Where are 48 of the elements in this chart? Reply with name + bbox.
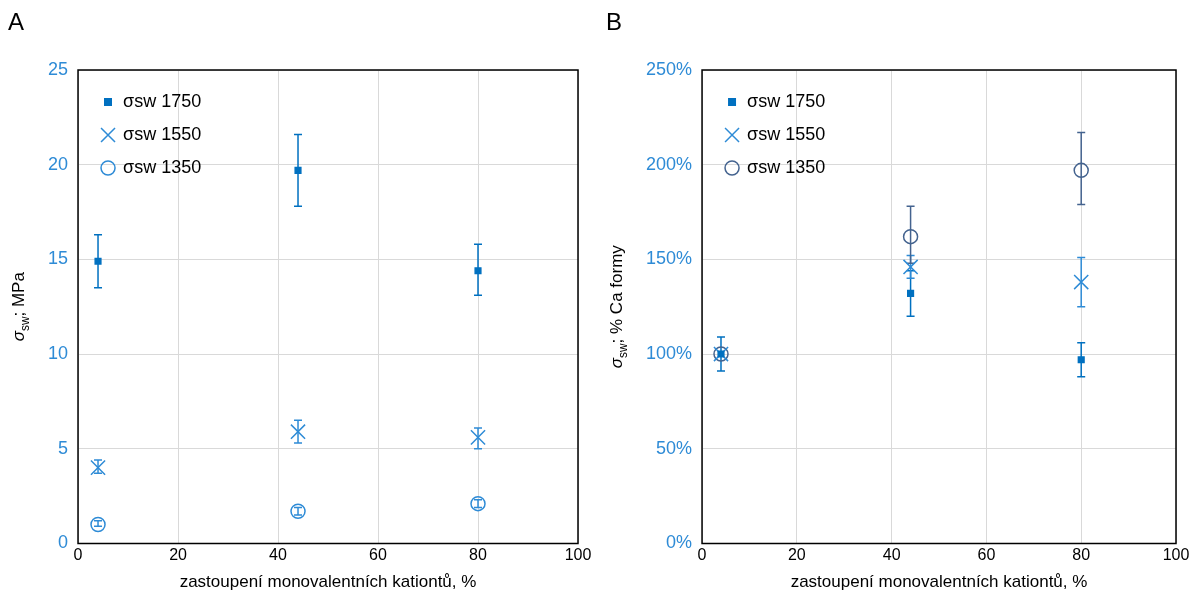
point <box>902 259 919 275</box>
x-tick-label: 60 <box>369 546 388 564</box>
point <box>1073 162 1089 179</box>
x-tick-label: 40 <box>269 546 288 564</box>
chart-title: A <box>8 8 25 35</box>
point <box>907 289 915 298</box>
y-tick-label: 250% <box>645 58 693 79</box>
x-tick-label: 20 <box>787 546 806 564</box>
x-tick-label: 0 <box>73 546 83 564</box>
x-tick-label: 100 <box>1162 546 1190 564</box>
point <box>90 516 106 533</box>
legend-label: σsw 1750 <box>747 90 826 111</box>
y-tick-label: 200% <box>645 153 693 174</box>
y-tick-label: 50% <box>656 437 693 458</box>
y-axis-title: σsw; % Ca formy <box>607 244 631 369</box>
y-axis-title: σsw; MPa <box>9 271 33 342</box>
x-tick-label: 80 <box>469 546 487 564</box>
y-tick-label: 150% <box>645 248 693 269</box>
point <box>470 429 486 446</box>
legend-label: σsw 1350 <box>747 156 826 177</box>
point <box>290 423 306 440</box>
legend-label: σsw 1550 <box>123 123 202 144</box>
chart-title: B <box>606 8 623 35</box>
x-tick-label: 20 <box>169 546 188 564</box>
point <box>94 257 102 265</box>
point <box>1077 356 1085 364</box>
y-tick-label: 25 <box>47 58 69 79</box>
point <box>474 267 482 275</box>
x-tick-label: 80 <box>1072 546 1091 564</box>
y-tick-label: 100% <box>645 343 693 364</box>
x-tick-label: 40 <box>882 546 901 564</box>
y-tick-label: 0% <box>666 532 693 553</box>
x-axis-title: zastoupení monovalentních kationtů, % <box>790 572 1088 592</box>
point <box>1073 274 1090 290</box>
y-tick-label: 5 <box>58 437 69 458</box>
y-tick-label: 15 <box>47 248 69 269</box>
x-axis-title: zastoupení monovalentních kationtů, % <box>179 572 477 592</box>
legend-label: σsw 1750 <box>123 90 202 111</box>
point <box>470 495 486 512</box>
legend-label: σsw 1550 <box>747 123 826 144</box>
y-tick-label: 20 <box>47 153 69 174</box>
x-tick-label: 60 <box>977 546 996 564</box>
point <box>294 166 302 174</box>
y-tick-label: 10 <box>47 343 69 364</box>
legend-label: σsw 1350 <box>123 156 202 177</box>
point <box>902 228 919 245</box>
x-tick-label: 0 <box>697 546 707 564</box>
x-tick-label: 100 <box>564 546 592 564</box>
